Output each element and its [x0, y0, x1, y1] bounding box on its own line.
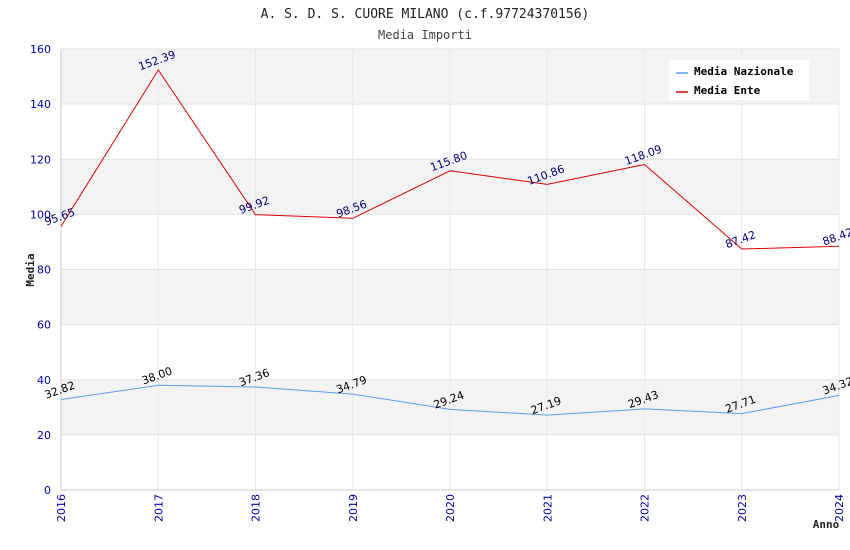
chart-title: A. S. D. S. CUORE MILANO (c.f.9772437015…: [261, 7, 590, 22]
x-tick-label: 2020: [444, 494, 457, 522]
x-tick-label: 2018: [250, 494, 263, 522]
grid: [60, 48, 840, 491]
legend-box: [669, 60, 809, 100]
x-tick-label: 2019: [347, 494, 360, 522]
y-tick-label: 80: [37, 264, 51, 277]
y-tick-label: 120: [30, 153, 51, 166]
series-line-nazionale: [60, 384, 840, 416]
y-tick-label: 0: [44, 484, 51, 497]
y-tick-label: 60: [37, 319, 51, 332]
y-tick-label: 20: [37, 429, 51, 442]
axes: 0 20 40 60 80 100 120 140 160 2016 2017 2018 2019 202…: [30, 43, 846, 522]
y-axis-title: Media: [24, 253, 37, 286]
y-tick-label: 100: [30, 208, 51, 221]
chart-subtitle: Media Importi: [378, 28, 472, 42]
series-line-ente: [60, 69, 840, 250]
legend: Media Nazionale Media Ente: [669, 60, 809, 100]
data-label: 88.42: [821, 226, 850, 249]
x-tick-label: 2024: [833, 494, 846, 522]
x-tick-label: 2016: [55, 494, 68, 522]
legend-label-nazionale: Media Nazionale: [694, 65, 794, 78]
x-tick-label: 2022: [639, 494, 652, 522]
x-tick-label: 2017: [152, 494, 165, 522]
y-tick-label: 160: [30, 43, 51, 56]
y-tick-label: 40: [37, 374, 51, 387]
y-tick-label: 140: [30, 98, 51, 111]
x-tick-label: 2021: [541, 494, 554, 522]
legend-label-ente: Media Ente: [694, 84, 761, 97]
x-axis-title: Anno: [813, 518, 840, 531]
x-tick-label: 2023: [736, 494, 749, 522]
